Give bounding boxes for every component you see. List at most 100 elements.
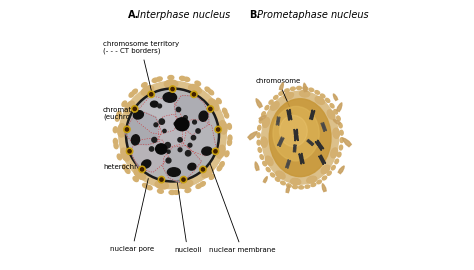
Polygon shape [285, 164, 287, 168]
Circle shape [160, 178, 163, 181]
Polygon shape [333, 94, 337, 100]
Polygon shape [248, 131, 257, 140]
Circle shape [127, 89, 218, 181]
Polygon shape [308, 139, 310, 142]
Ellipse shape [311, 114, 313, 116]
Polygon shape [256, 99, 262, 108]
Ellipse shape [228, 123, 231, 129]
Circle shape [163, 129, 166, 133]
Polygon shape [337, 103, 342, 112]
Ellipse shape [168, 76, 174, 80]
Polygon shape [294, 129, 296, 135]
Polygon shape [303, 83, 307, 92]
Text: B.: B. [249, 10, 260, 20]
Ellipse shape [275, 178, 280, 181]
Polygon shape [290, 115, 292, 120]
Circle shape [124, 126, 130, 133]
Ellipse shape [283, 92, 293, 99]
Polygon shape [321, 155, 323, 159]
Ellipse shape [169, 190, 175, 194]
Ellipse shape [288, 114, 291, 116]
Ellipse shape [295, 134, 297, 136]
Circle shape [183, 116, 187, 119]
Ellipse shape [311, 183, 316, 187]
Ellipse shape [142, 160, 151, 168]
Ellipse shape [334, 110, 337, 114]
Ellipse shape [271, 173, 275, 177]
Circle shape [139, 166, 145, 173]
Ellipse shape [114, 143, 118, 149]
Circle shape [180, 176, 187, 183]
Circle shape [192, 93, 195, 96]
Polygon shape [323, 159, 326, 163]
Ellipse shape [301, 157, 302, 160]
Text: nuclear pore: nuclear pore [110, 178, 155, 252]
Polygon shape [288, 115, 290, 120]
Ellipse shape [317, 180, 321, 184]
Ellipse shape [262, 91, 338, 184]
Polygon shape [182, 119, 216, 156]
Ellipse shape [309, 88, 314, 92]
Ellipse shape [307, 176, 317, 183]
Ellipse shape [310, 142, 311, 143]
Text: chromosome: chromosome [256, 78, 301, 113]
Circle shape [140, 168, 144, 171]
Circle shape [119, 81, 226, 189]
Circle shape [128, 150, 131, 153]
Ellipse shape [321, 165, 330, 174]
Circle shape [174, 122, 177, 125]
Polygon shape [255, 162, 259, 170]
Ellipse shape [340, 138, 343, 143]
Ellipse shape [277, 120, 279, 122]
Circle shape [196, 129, 200, 133]
Ellipse shape [261, 137, 267, 147]
Ellipse shape [217, 98, 221, 104]
Circle shape [165, 143, 170, 148]
Polygon shape [130, 138, 168, 172]
Circle shape [149, 147, 154, 151]
Ellipse shape [291, 178, 301, 185]
Polygon shape [310, 115, 311, 119]
Ellipse shape [117, 154, 121, 160]
Text: heterochromatin: heterochromatin [103, 143, 161, 170]
Polygon shape [278, 117, 280, 121]
Circle shape [178, 148, 182, 152]
Ellipse shape [202, 147, 212, 155]
Polygon shape [319, 146, 321, 150]
Circle shape [171, 87, 174, 91]
Polygon shape [264, 177, 267, 183]
Circle shape [152, 137, 157, 142]
Ellipse shape [280, 141, 282, 143]
Polygon shape [301, 153, 303, 158]
Ellipse shape [224, 112, 228, 118]
Ellipse shape [121, 148, 130, 161]
Ellipse shape [269, 100, 273, 104]
Ellipse shape [196, 184, 201, 188]
Ellipse shape [266, 167, 270, 172]
Ellipse shape [173, 190, 179, 194]
Ellipse shape [195, 81, 201, 86]
Ellipse shape [269, 99, 331, 177]
Circle shape [176, 107, 181, 112]
Polygon shape [158, 114, 186, 149]
Ellipse shape [265, 156, 273, 166]
Ellipse shape [315, 97, 324, 104]
Ellipse shape [134, 169, 146, 180]
Ellipse shape [205, 87, 210, 92]
Ellipse shape [286, 184, 291, 187]
Ellipse shape [271, 102, 279, 110]
Ellipse shape [273, 95, 278, 99]
Circle shape [201, 168, 205, 171]
Ellipse shape [339, 123, 342, 128]
Polygon shape [318, 140, 320, 145]
Ellipse shape [276, 171, 285, 179]
Ellipse shape [180, 180, 193, 188]
Ellipse shape [167, 168, 180, 176]
Ellipse shape [287, 163, 289, 165]
Polygon shape [278, 121, 279, 126]
Ellipse shape [319, 144, 320, 146]
Ellipse shape [216, 145, 225, 158]
Ellipse shape [259, 118, 263, 123]
Polygon shape [311, 115, 313, 120]
Polygon shape [293, 148, 294, 152]
